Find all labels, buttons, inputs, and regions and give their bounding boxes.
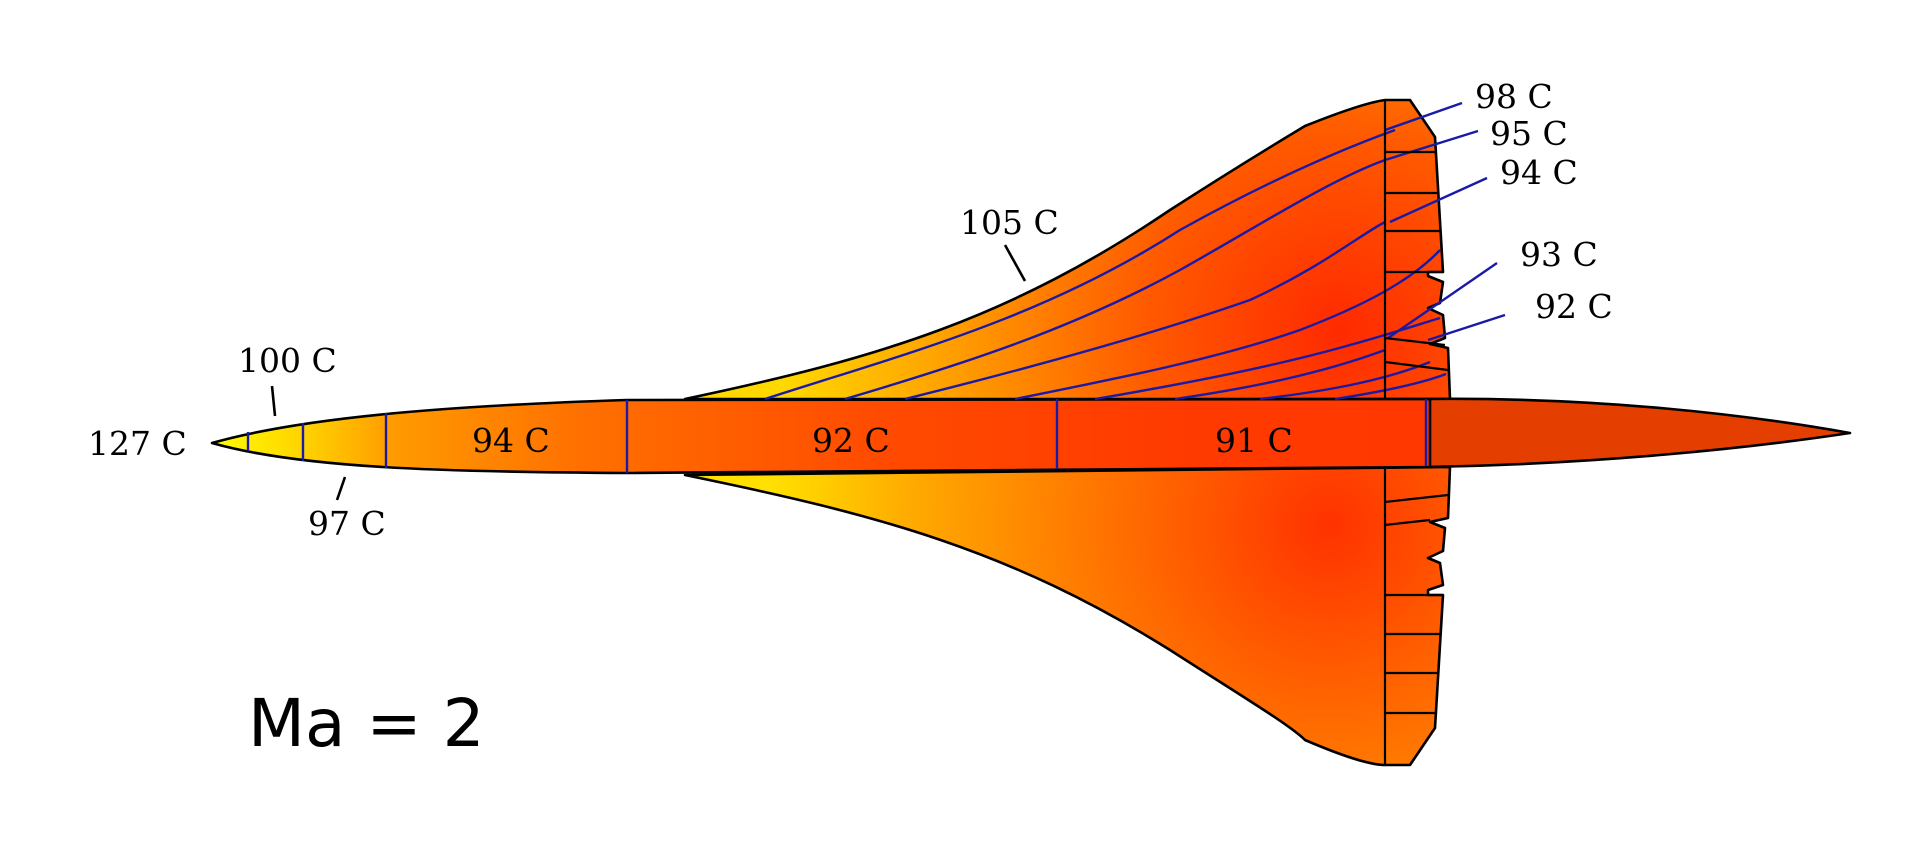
leader-92 bbox=[1427, 313, 1506, 342]
panel-line bbox=[1384, 518, 1431, 527]
leader-105 bbox=[1003, 244, 1027, 282]
panel-line bbox=[1384, 336, 1446, 347]
leader-94 bbox=[1389, 176, 1488, 224]
fuselage bbox=[210, 397, 1432, 475]
label-wing-band-4: 93 C bbox=[1520, 235, 1598, 274]
wing-isotherm-8 bbox=[1334, 372, 1447, 401]
label-wing-band-2: 95 C bbox=[1490, 114, 1568, 153]
label-nose-upper: 100 C bbox=[238, 341, 337, 380]
label-wing-surface: 105 C bbox=[960, 203, 1059, 242]
lower-wing bbox=[683, 465, 1452, 767]
leader-97 bbox=[335, 476, 347, 501]
panel-line bbox=[1384, 493, 1449, 504]
leader-100 bbox=[270, 385, 277, 417]
wing-isotherm-7 bbox=[1259, 360, 1431, 401]
label-mid-fuselage: 92 C bbox=[812, 421, 890, 460]
upper-wing bbox=[683, 98, 1452, 401]
leader-95 bbox=[1384, 129, 1479, 162]
wing-isotherm-1 bbox=[764, 128, 1396, 401]
wing-isotherm-2 bbox=[844, 158, 1386, 401]
mach-number-label: Ma = 2 bbox=[248, 685, 485, 762]
label-wing-band-5: 92 C bbox=[1535, 287, 1613, 326]
label-forward-fuselage: 94 C bbox=[472, 421, 550, 460]
label-wing-tip: 98 C bbox=[1475, 77, 1553, 116]
wing-isotherm-5 bbox=[1094, 316, 1441, 401]
panel-line bbox=[1384, 360, 1449, 372]
leader-98 bbox=[1384, 101, 1463, 132]
wing-isotherm-6 bbox=[1174, 348, 1386, 401]
wing-isotherm-3 bbox=[904, 220, 1386, 401]
wing-isotherm-4 bbox=[1014, 249, 1441, 401]
label-nose-tip: 127 C bbox=[88, 424, 187, 463]
label-nose-lower: 97 C bbox=[308, 504, 386, 543]
tail-cone bbox=[1425, 397, 1852, 469]
label-aft-fuselage: 91 C bbox=[1215, 421, 1293, 460]
label-wing-band-3: 94 C bbox=[1500, 153, 1578, 192]
leader-93 bbox=[1387, 262, 1498, 339]
